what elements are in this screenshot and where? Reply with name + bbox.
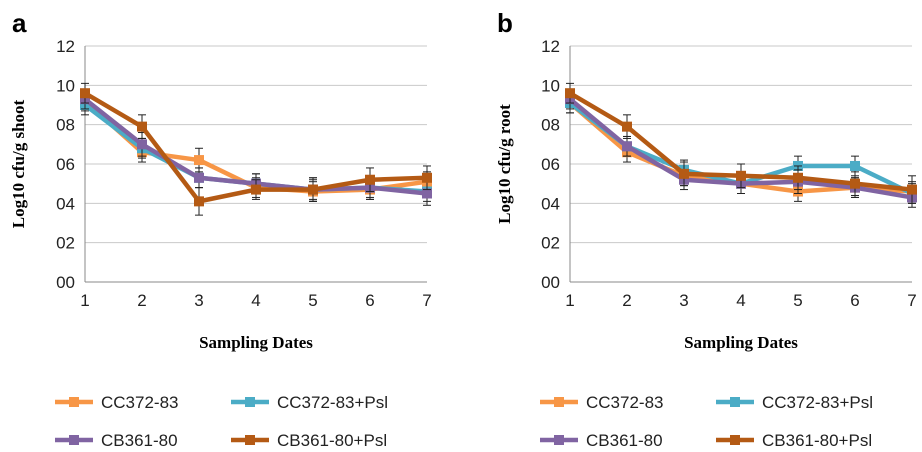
- data-point: [194, 155, 204, 166]
- x-axis-title: Sampling Dates: [684, 333, 798, 352]
- y-tick-label: 04: [541, 194, 560, 213]
- data-point: [736, 170, 746, 181]
- legend-item: CB361-80+Psl: [231, 431, 387, 450]
- x-tick-label: 2: [137, 291, 146, 310]
- legend-label: CB361-80: [101, 431, 178, 450]
- legend-swatch-marker: [554, 435, 564, 445]
- legend-swatch-marker: [730, 435, 740, 445]
- x-tick-label: 5: [308, 291, 317, 310]
- x-tick-label: 2: [622, 291, 631, 310]
- data-point: [565, 88, 575, 99]
- y-tick-label: 02: [541, 234, 560, 253]
- y-axis-title: Log10 cfu/g root: [495, 104, 514, 224]
- data-point: [308, 184, 318, 195]
- data-point: [194, 172, 204, 183]
- legend-item: CC372-83+Psl: [716, 393, 873, 412]
- data-point: [422, 172, 432, 183]
- y-tick-label: 08: [56, 116, 75, 135]
- x-axis-title: Sampling Dates: [199, 333, 313, 352]
- data-point: [622, 121, 632, 132]
- y-tick-label: 04: [56, 194, 75, 213]
- data-point: [850, 160, 860, 171]
- x-tick-label: 1: [565, 291, 574, 310]
- x-tick-label: 3: [679, 291, 688, 310]
- x-tick-label: 5: [793, 291, 802, 310]
- legend-swatch-marker: [245, 397, 255, 407]
- y-tick-label: 12: [541, 37, 560, 56]
- y-tick-label: 00: [541, 273, 560, 292]
- series-CB361-80+Psl: [565, 82, 917, 204]
- series-CB361-80: [565, 88, 917, 208]
- data-point: [793, 172, 803, 183]
- series-CB361-80+Psl: [80, 82, 432, 216]
- y-tick-label: 12: [56, 37, 75, 56]
- x-tick-label: 4: [251, 291, 260, 310]
- y-tick-label: 08: [541, 116, 560, 135]
- x-tick-label: 4: [736, 291, 745, 310]
- legend-item: CC372-83: [540, 393, 664, 412]
- legend-item: CB361-80: [540, 431, 663, 450]
- legend-label: CC372-83+Psl: [277, 393, 388, 412]
- x-tick-label: 7: [422, 291, 431, 310]
- data-point: [907, 184, 917, 195]
- y-axis-title: Log10 cfu/g shoot: [9, 99, 28, 228]
- legend-item: CB361-80+Psl: [716, 431, 872, 450]
- legend-label: CB361-80: [586, 431, 663, 450]
- data-point: [422, 188, 432, 199]
- y-tick-label: 06: [56, 155, 75, 174]
- panel-letter: a: [12, 8, 27, 38]
- y-tick-label: 00: [56, 273, 75, 292]
- x-tick-label: 1: [80, 291, 89, 310]
- legend-swatch-marker: [69, 435, 79, 445]
- legend-swatch-marker: [245, 435, 255, 445]
- x-tick-label: 3: [194, 291, 203, 310]
- data-point: [622, 141, 632, 152]
- x-tick-label: 7: [907, 291, 916, 310]
- data-point: [194, 196, 204, 207]
- legend-label: CC372-83+Psl: [762, 393, 873, 412]
- data-point: [251, 184, 261, 195]
- y-tick-label: 10: [56, 76, 75, 95]
- data-point: [137, 121, 147, 132]
- y-tick-label: 06: [541, 155, 560, 174]
- legend-item: CC372-83+Psl: [231, 393, 388, 412]
- x-tick-label: 6: [365, 291, 374, 310]
- data-point: [679, 168, 689, 179]
- legend-swatch-marker: [69, 397, 79, 407]
- legend-label: CB361-80+Psl: [762, 431, 872, 450]
- legend-label: CC372-83: [586, 393, 664, 412]
- y-tick-label: 02: [56, 234, 75, 253]
- legend-swatch-marker: [730, 397, 740, 407]
- y-tick-label: 10: [541, 76, 560, 95]
- panel-letter: b: [497, 8, 513, 38]
- data-point: [80, 88, 90, 99]
- legend-item: CB361-80: [55, 431, 178, 450]
- x-tick-label: 6: [850, 291, 859, 310]
- legend-item: CC372-83: [55, 393, 179, 412]
- data-point: [137, 139, 147, 150]
- legend-label: CB361-80+Psl: [277, 431, 387, 450]
- legend-label: CC372-83: [101, 393, 179, 412]
- legend-swatch-marker: [554, 397, 564, 407]
- data-point: [850, 178, 860, 189]
- data-point: [365, 174, 375, 185]
